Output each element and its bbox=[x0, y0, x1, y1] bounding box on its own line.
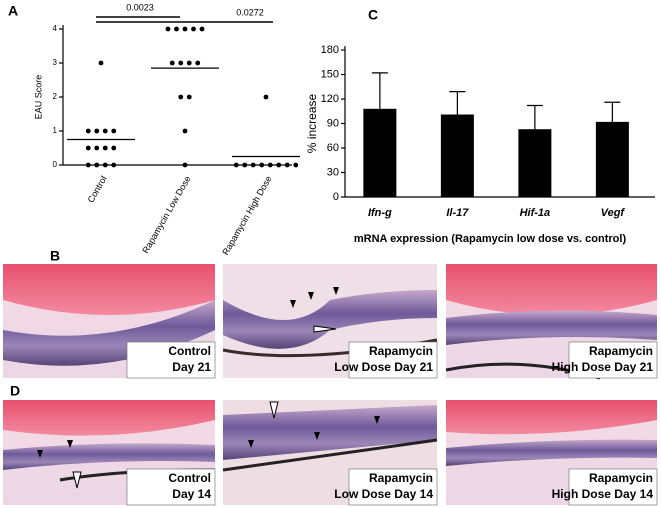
y-tick-label: 0 bbox=[333, 191, 339, 203]
data-point bbox=[111, 162, 117, 168]
panel-label: A bbox=[8, 3, 18, 19]
p-value: 0.0272 bbox=[236, 7, 264, 17]
data-point bbox=[186, 94, 192, 100]
data-point bbox=[111, 145, 117, 151]
caption: Rapamycin bbox=[589, 471, 653, 485]
data-point bbox=[182, 26, 188, 32]
caption-box bbox=[126, 468, 216, 506]
caption: Day 21 bbox=[172, 360, 211, 374]
data-point bbox=[263, 94, 269, 100]
x-tick-label: Control bbox=[86, 174, 109, 204]
y-tick-label: 4 bbox=[53, 24, 58, 33]
data-point bbox=[85, 128, 91, 134]
caption: Day 14 bbox=[172, 487, 211, 501]
data-point bbox=[174, 26, 179, 32]
y-tick-label: 180 bbox=[321, 44, 339, 56]
data-point bbox=[111, 128, 117, 134]
y-tick-label: 60 bbox=[327, 142, 339, 154]
caption-box bbox=[568, 341, 658, 379]
data-point bbox=[191, 26, 196, 32]
caption: Control bbox=[168, 471, 211, 485]
caption: Low Dose Day 14 bbox=[334, 487, 433, 501]
caption-box bbox=[348, 341, 438, 379]
caption: Rapamycin bbox=[369, 471, 433, 485]
data-point bbox=[178, 94, 184, 100]
caption: Rapamycin bbox=[589, 344, 653, 358]
histology-images bbox=[3, 264, 657, 505]
caption: Low Dose Day 21 bbox=[334, 360, 433, 374]
data-point bbox=[94, 162, 100, 168]
y-axis-label: EAU Score bbox=[33, 75, 43, 120]
bar bbox=[440, 114, 474, 197]
data-point bbox=[102, 145, 108, 151]
data-point bbox=[276, 162, 282, 168]
data-point bbox=[195, 60, 201, 66]
caption: High Dose Day 14 bbox=[552, 487, 654, 501]
y-tick-label: 120 bbox=[321, 93, 339, 105]
data-point bbox=[98, 60, 104, 66]
data-point bbox=[102, 162, 108, 168]
data-point bbox=[259, 162, 265, 168]
y-tick-label: 3 bbox=[53, 58, 58, 67]
data-point bbox=[250, 162, 256, 168]
y-tick-label: 1 bbox=[53, 126, 58, 135]
data-point bbox=[199, 26, 205, 32]
data-point bbox=[85, 145, 91, 151]
panel-label: D bbox=[10, 383, 20, 399]
data-point bbox=[169, 60, 175, 66]
y-tick-label: 150 bbox=[321, 68, 339, 80]
data-point bbox=[267, 162, 273, 168]
data-point bbox=[182, 128, 188, 134]
data-point bbox=[85, 162, 91, 168]
caption: High Dose Day 21 bbox=[552, 360, 654, 374]
x-tick-label: Il-17 bbox=[446, 207, 469, 219]
caption: Control bbox=[168, 344, 211, 358]
data-point bbox=[102, 128, 108, 134]
caption-box bbox=[126, 341, 216, 379]
data-point bbox=[94, 145, 100, 151]
bar bbox=[595, 121, 629, 197]
data-point bbox=[284, 162, 290, 168]
data-point bbox=[293, 162, 299, 168]
x-tick-label: Ifn-g bbox=[368, 207, 392, 219]
x-tick-label: Hif-1a bbox=[520, 207, 551, 219]
x-axis-label: mRNA expression (Rapamycin low dose vs. … bbox=[354, 233, 627, 245]
panel-label: B bbox=[50, 248, 60, 264]
data-point bbox=[186, 60, 192, 66]
caption: Rapamycin bbox=[369, 344, 433, 358]
x-tick-label: Rapamycin Low Dose bbox=[140, 174, 192, 255]
bar bbox=[518, 129, 552, 197]
data-point bbox=[242, 162, 248, 168]
x-tick-label: Rapamycin High Dose bbox=[220, 174, 273, 257]
y-axis-label: % increase bbox=[305, 94, 319, 154]
caption-box bbox=[568, 468, 658, 506]
data-point bbox=[165, 26, 171, 32]
y-tick-label: 0 bbox=[53, 160, 58, 169]
bar bbox=[363, 108, 397, 197]
y-tick-label: 90 bbox=[327, 117, 339, 129]
data-point bbox=[178, 60, 184, 66]
data-point bbox=[182, 162, 188, 168]
y-tick-label: 2 bbox=[53, 92, 58, 101]
panel-label: C bbox=[368, 7, 378, 23]
y-tick-label: 30 bbox=[327, 166, 339, 178]
data-point bbox=[233, 162, 239, 168]
data-point bbox=[94, 128, 100, 134]
x-tick-label: Vegf bbox=[601, 207, 626, 219]
p-value: 0.0023 bbox=[126, 2, 154, 12]
caption-box bbox=[348, 468, 438, 506]
